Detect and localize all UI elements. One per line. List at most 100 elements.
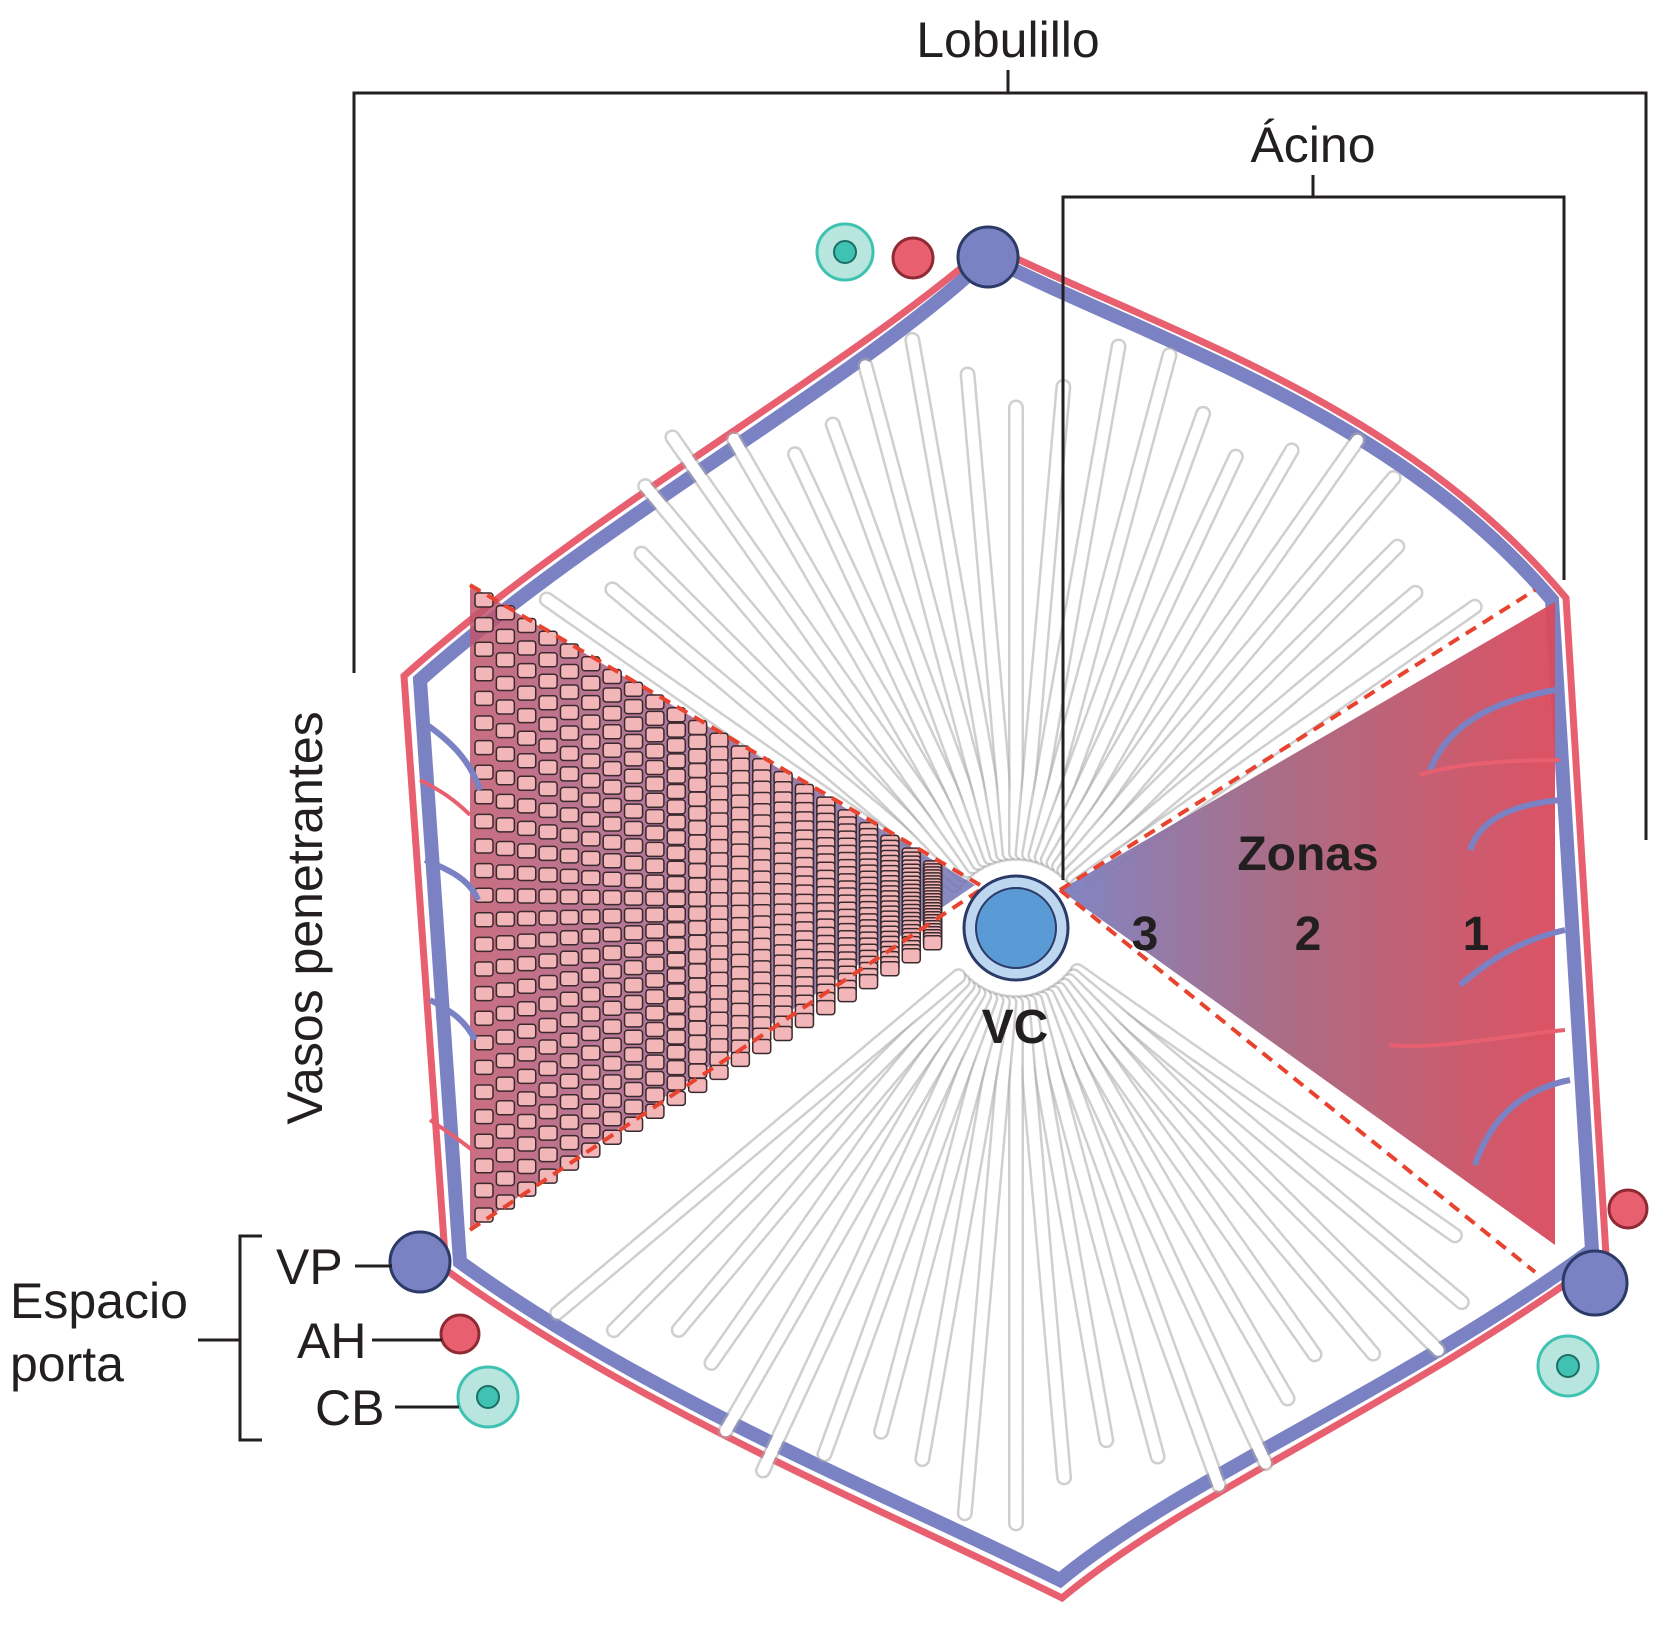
hepatocyte [581,811,601,828]
hepatocyte [602,797,622,814]
hepatocyte [581,1103,601,1120]
hepatocyte [495,840,516,857]
left-wedge-hepatocytes [474,592,943,1223]
hepatocyte [623,1081,644,1098]
penetrating-vessels-right [1389,687,1571,1166]
hepatocyte [687,891,708,908]
hepatocyte-cord-fill [1036,408,1209,864]
hepatocyte [623,872,644,889]
hepatocyte [623,890,644,906]
hepatocyte [474,666,494,682]
acino-bracket [1061,175,1566,880]
hepatocyte-cord-fill [1017,381,1069,859]
hepatocyte [581,870,601,886]
hepatocyte [474,838,494,854]
hepatocyte [581,675,601,691]
hepatocyte [687,1020,708,1036]
bile-duct-br [1536,1334,1600,1398]
hepatocyte [709,785,729,802]
hepatocyte [495,722,516,739]
hepatocyte [581,792,601,808]
hepatocyte [538,910,558,926]
hepatocyte [516,1046,537,1062]
hepatocyte [602,760,622,777]
portal-triad-top [815,222,1020,289]
hepatocyte [495,958,516,975]
hepatocyte [495,911,516,927]
hepatocyte [538,867,558,883]
hepatocyte [623,855,644,872]
hepatocyte [559,1011,580,1028]
hepatocyte-cord-fill [1063,975,1444,1356]
hepatocyte [602,779,622,795]
hepatocyte [773,1025,793,1042]
hepatocyte [730,1051,751,1068]
hepatocyte [538,931,558,948]
hepatocyte [645,710,665,727]
hepatocyte [602,945,622,961]
hepatocyte [516,753,537,769]
hepatocyte [623,994,644,1011]
hepatocyte-cord-fill [1053,434,1363,873]
hepatocyte [538,1060,558,1077]
hepatocyte [645,808,665,825]
portal-vein-bl [388,1230,452,1294]
hepatocyte [602,1092,622,1109]
vp-label: VP [276,1239,343,1295]
hepatocyte [687,905,708,922]
hepatocyte [538,802,558,819]
leader-lines [355,1264,459,1409]
hepatocyte [516,888,537,904]
hepatocyte-cord-fill [1023,996,1112,1446]
hepatocyte [602,963,622,980]
hepatocyte [559,950,580,967]
hepatocyte [516,685,537,701]
lobulillo-bracket [352,70,1648,840]
hepatocyte [474,1108,494,1125]
hepatic-artery-bl [439,1313,481,1355]
hepatocyte [474,1084,494,1100]
portal-triad-bottom-left [388,1230,520,1429]
hepatocyte [495,675,516,692]
hepatocyte [474,1158,494,1174]
hepatic-artery-br [1607,1188,1649,1230]
hepatocyte [687,848,708,865]
hepatocyte-cord-fill [1048,444,1298,869]
zonas-label: Zonas [1237,828,1378,881]
hepatocyte [581,889,601,905]
hepatocyte [495,1100,516,1116]
hepatocyte [666,722,687,738]
hepatocyte [474,789,494,805]
hepatocyte [666,1029,687,1045]
hepatocyte [709,998,729,1014]
hepatocyte [623,785,644,802]
hepatocyte [474,739,494,756]
hepatocyte [645,1070,665,1087]
hepatocyte-cord-fill [1042,451,1242,866]
hepatocyte [602,1055,622,1072]
zona-3-label: 3 [1132,908,1159,961]
hepatocyte [474,1182,494,1199]
lobule-border [400,240,1610,1603]
hepatocyte [516,1000,537,1017]
hepatocyte [645,792,665,809]
hepatocyte [495,887,516,904]
hepatic-artery-border [400,240,1610,1603]
hepatocyte [645,1005,665,1021]
hepatocyte [495,1052,516,1069]
hepatocyte [474,1010,494,1026]
hepatocyte [645,988,665,1005]
hepatocyte [709,759,729,775]
hepatocyte-cord-fill [639,480,974,877]
hepatocyte [538,781,558,797]
hepatocyte [559,663,580,680]
hepatocyte [559,971,580,987]
hepatocyte [559,1114,580,1130]
hepatocyte [538,1103,558,1120]
hepatocyte [559,684,580,700]
hepatocyte [687,734,708,750]
hepatocyte [538,1146,558,1163]
hepatocyte [709,812,729,828]
hepatocyte-cord-fill [818,992,996,1460]
hepatocyte [474,813,494,830]
